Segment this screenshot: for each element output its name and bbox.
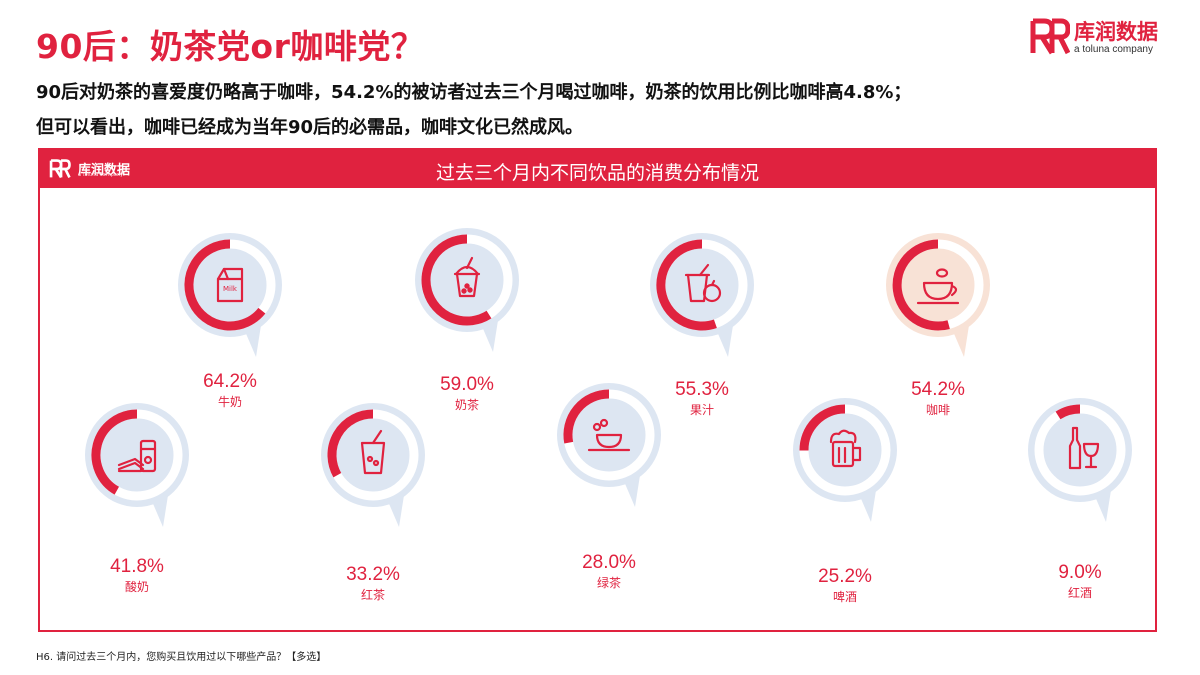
drink-item: 9.0% 红酒 <box>1028 398 1132 600</box>
category-label: 红茶 <box>361 587 385 602</box>
drink-item: 33.2% 红茶 <box>321 403 425 602</box>
value-arc <box>563 389 610 444</box>
value-label: 64.2% <box>203 371 257 392</box>
category-label: 啤酒 <box>833 589 857 604</box>
value-label: 54.2% <box>911 379 965 400</box>
green-tea-icon <box>587 418 631 452</box>
category-label: 果汁 <box>690 403 714 417</box>
value-arc <box>91 409 138 495</box>
panel-logo: 库润数据 a toluna company <box>48 159 158 179</box>
value-arc <box>656 239 717 331</box>
value-arc <box>421 234 492 326</box>
brand-subtitle: a toluna company <box>1074 44 1153 55</box>
beer-mug-icon <box>829 429 862 468</box>
drink-item: Milk 64.2% 牛奶 <box>178 233 282 409</box>
value-label: 25.2% <box>818 566 872 587</box>
category-label: 酸奶 <box>125 579 149 594</box>
category-label: 咖啡 <box>926 402 950 417</box>
value-label: 9.0% <box>1058 562 1101 583</box>
bubble <box>85 403 189 507</box>
bubble <box>415 228 519 332</box>
bubble <box>650 233 754 337</box>
value-label: 41.8% <box>110 556 164 577</box>
yogurt-icon <box>117 439 157 473</box>
category-label: 奶茶 <box>455 397 479 412</box>
value-arc <box>327 409 374 478</box>
category-label: 红酒 <box>1068 585 1092 600</box>
value-label: 28.0% <box>582 552 636 573</box>
drink-item: 54.2% 咖啡 <box>886 233 990 417</box>
summary-line-1: 90后对奶茶的喜爱度仍略高于咖啡，54.2%的被访者过去三个月喝过咖啡，奶茶的饮… <box>36 82 912 103</box>
value-arc <box>184 239 266 331</box>
chart-title: 过去三个月内不同饮品的消费分布情况 <box>435 162 759 184</box>
juice-icon <box>684 263 722 303</box>
bubble <box>886 233 990 337</box>
bubble <box>321 403 425 507</box>
footnote: H6. 请问过去三个月内，您购买且饮用过以下哪些产品？【多选】 <box>36 652 327 663</box>
milk-carton-icon: Milk <box>216 267 244 303</box>
value-arc <box>892 239 950 331</box>
value-arc <box>799 404 846 451</box>
svg-text:Milk: Milk <box>223 285 238 293</box>
summary-line-2: 但可以看出，咖啡已经成为当年90后的必需品，咖啡文化已然成风。 <box>36 117 584 138</box>
panel-logo-icon <box>49 159 71 179</box>
value-label: 59.0% <box>440 374 494 395</box>
value-arc <box>1055 404 1081 420</box>
chart-panel: 库润数据 a toluna company 过去三个月内不同饮品的消费分布情况 … <box>38 148 1157 632</box>
drink-item: 59.0% 奶茶 <box>415 228 519 412</box>
brand-mark-icon <box>1030 18 1070 55</box>
panel-logo-subtitle: a toluna company <box>78 172 124 178</box>
wine-icon <box>1068 426 1100 470</box>
coffee-cup-icon <box>916 268 960 305</box>
chart-panel-header: 库润数据 a toluna company 过去三个月内不同饮品的消费分布情况 <box>40 150 1155 188</box>
drink-item: 55.3% 果汁 <box>650 233 754 417</box>
drink-item: 25.2% 啤酒 <box>793 398 897 604</box>
category-label: 牛奶 <box>218 394 242 409</box>
drink-item: 28.0% 绿茶 <box>557 383 661 590</box>
page-title: 90后：奶茶党or咖啡党？ <box>36 27 425 66</box>
category-label: 绿茶 <box>597 575 621 590</box>
brand-logo: 库润数据 a toluna company <box>1030 16 1180 62</box>
value-label: 33.2% <box>346 564 400 585</box>
brand-name: 库润数据 <box>1074 20 1158 44</box>
value-label: 55.3% <box>675 379 729 400</box>
black-tea-icon <box>360 429 386 475</box>
drink-item: 41.8% 酸奶 <box>85 403 189 594</box>
bubble-tea-icon <box>453 256 481 298</box>
panel-logo-text: 库润数据 <box>78 163 131 178</box>
drink-consumption-chart: Milk 64.2% 牛奶 59.0% 奶茶 55.3% 果汁 54.2% 咖啡 41.8% 酸奶 3… <box>85 228 1132 604</box>
